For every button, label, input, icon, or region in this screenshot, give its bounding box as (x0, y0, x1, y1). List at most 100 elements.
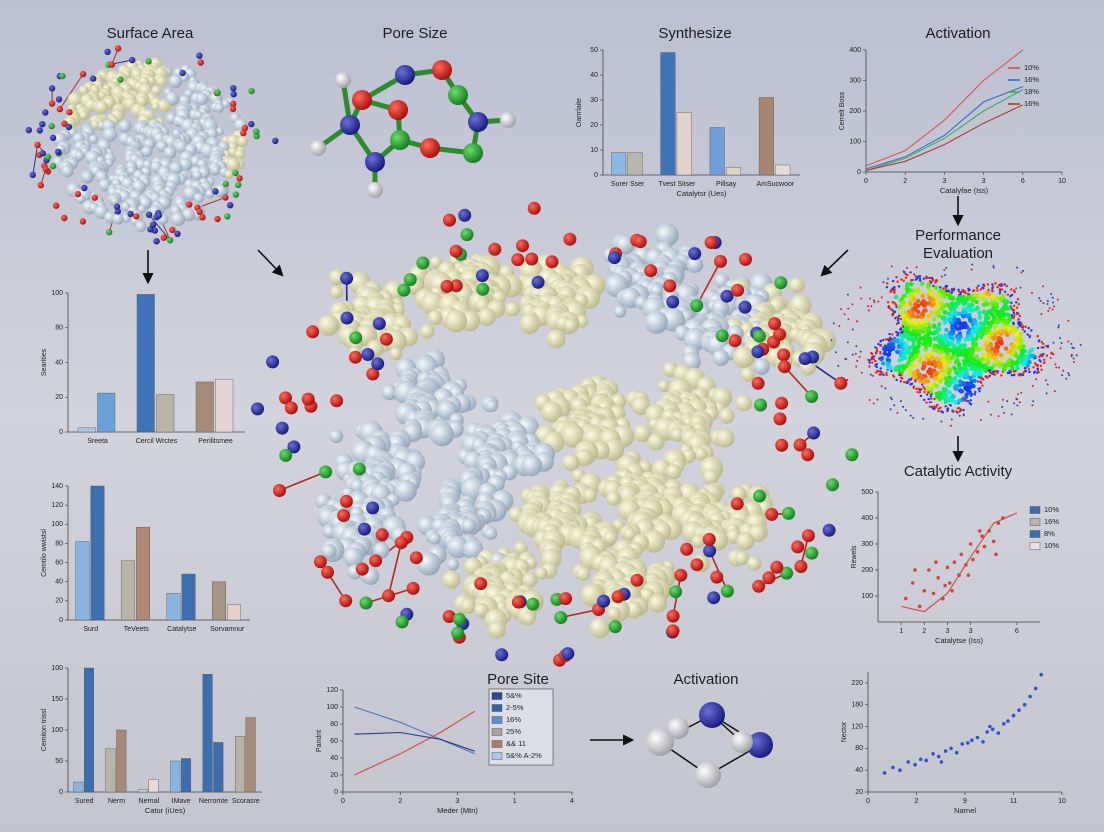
atom (352, 462, 366, 476)
heat-dot (904, 276, 908, 279)
heat-dot (882, 351, 887, 356)
heat-dot (1053, 305, 1055, 308)
atom (688, 247, 702, 261)
atom (236, 175, 243, 182)
heat-dot (967, 385, 973, 390)
heat-dot (837, 364, 840, 367)
atom (104, 48, 111, 55)
heat-dot (929, 361, 934, 367)
atom (563, 232, 577, 246)
atom (114, 208, 122, 215)
heat-dot (958, 410, 961, 413)
bar (116, 729, 127, 793)
atom (704, 236, 718, 249)
heat-dot (891, 309, 895, 312)
heat-dot (963, 354, 968, 359)
heat-dot (896, 344, 902, 350)
atom (230, 100, 237, 108)
heat-dot (992, 266, 995, 269)
atom (330, 394, 344, 408)
atom (834, 376, 848, 390)
heat-dot (1017, 318, 1020, 321)
bar (170, 760, 181, 793)
heat-dot (870, 357, 873, 361)
heat-dot (896, 411, 899, 414)
atom (232, 169, 239, 177)
bar (75, 541, 90, 621)
heat-dot (1038, 358, 1041, 362)
heat-dot (996, 285, 999, 289)
heat-dot (991, 290, 994, 293)
heat-dot (991, 285, 995, 288)
heat-dot (904, 409, 907, 412)
heat-dot (1019, 321, 1022, 324)
bar (202, 674, 213, 793)
atom (428, 532, 441, 545)
point (971, 557, 975, 562)
point (917, 604, 922, 609)
bar (97, 392, 116, 433)
heat-dot (1067, 319, 1070, 322)
heat-dot (1036, 335, 1039, 338)
heat-dot (983, 302, 988, 307)
atom (559, 592, 573, 606)
atom (631, 396, 650, 416)
heat-dot (851, 303, 854, 306)
heat-dot (917, 328, 923, 334)
heat-dot (879, 352, 882, 355)
heat-dot (986, 376, 989, 379)
atom (348, 350, 362, 364)
y-tick-label: 0 (59, 789, 63, 796)
heat-dot (1045, 354, 1049, 357)
heat-dot (916, 344, 921, 349)
heat-dot (868, 365, 871, 368)
heat-dot (970, 268, 973, 271)
bar (136, 526, 151, 621)
heat-dot (896, 280, 899, 283)
heat-dot (926, 282, 931, 288)
heat-dot (921, 380, 927, 385)
heat-dot (907, 370, 912, 375)
heat-dot (915, 266, 918, 269)
heat-dot (913, 362, 918, 367)
heat-dot (995, 344, 1001, 350)
heat-dot (885, 373, 888, 377)
heat-dot (913, 273, 916, 276)
point (934, 560, 938, 564)
heat-dot (949, 355, 955, 361)
heat-dot (1070, 355, 1073, 358)
heat-dot (968, 288, 971, 291)
atom (361, 348, 375, 361)
heat-dot (1017, 322, 1020, 325)
atom (321, 565, 334, 579)
heat-dot (1072, 347, 1075, 350)
atom (174, 230, 181, 237)
heat-dot (946, 289, 949, 293)
atom (449, 244, 463, 258)
heat-dot (931, 279, 934, 282)
heat-dot (977, 387, 980, 390)
atom (798, 352, 812, 366)
series-line (354, 710, 475, 776)
heat-dot (945, 355, 950, 360)
atom (541, 401, 563, 423)
legend-label: 10% (1024, 63, 1039, 72)
atom (822, 523, 836, 537)
heat-dot (937, 322, 942, 327)
atom (770, 560, 784, 574)
atom (357, 522, 371, 536)
heat-dot (840, 308, 842, 311)
atom (731, 731, 753, 753)
atom (79, 85, 89, 95)
heat-dot (873, 355, 876, 358)
heat-dot (966, 327, 972, 332)
heat-dot (1027, 326, 1030, 330)
heat-dot (912, 279, 914, 281)
atom (67, 92, 83, 108)
heat-dot (891, 333, 894, 336)
atom (141, 145, 153, 157)
heat-dot (1067, 340, 1070, 343)
heat-dot (897, 358, 902, 363)
point (918, 757, 923, 762)
